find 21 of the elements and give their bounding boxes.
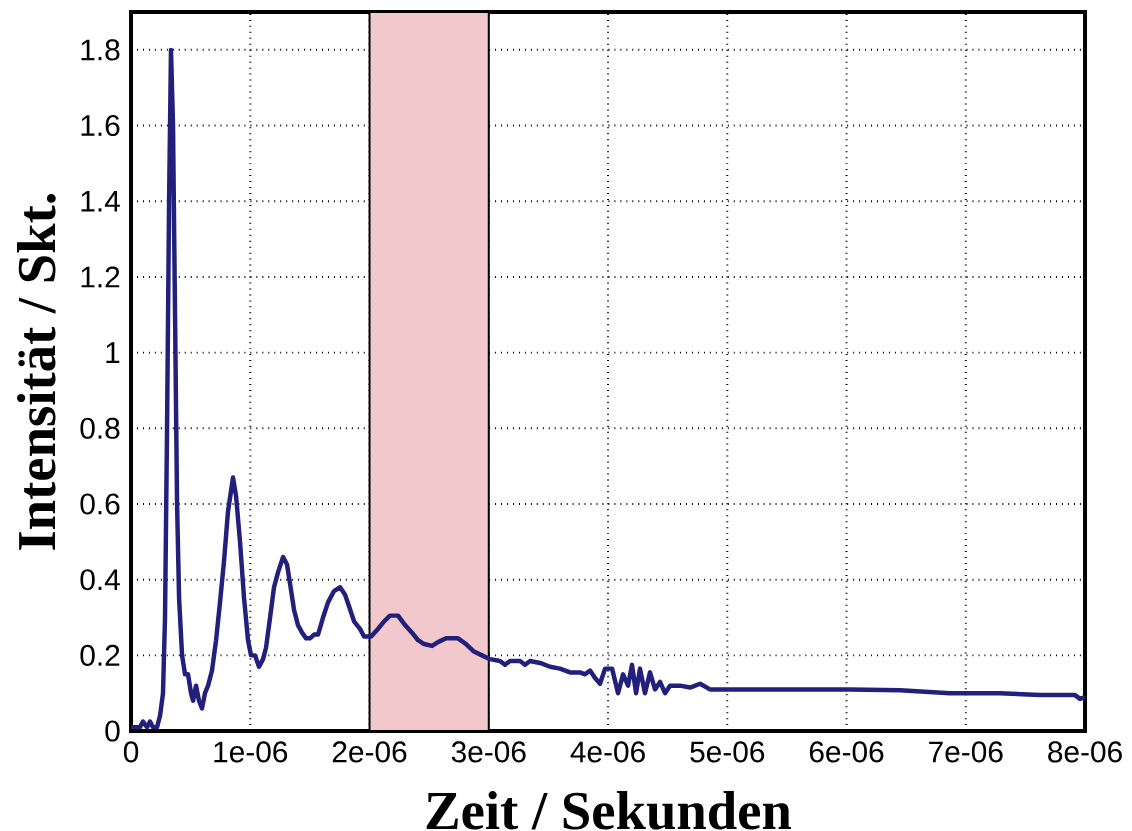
y-tick-label: 1.8 <box>81 39 120 61</box>
y-tick-label: 0.2 <box>80 644 120 666</box>
x-tick-label: 2e-06 <box>332 741 407 763</box>
y-tick-label: 1.2 <box>81 266 120 288</box>
y-tick-label: 0.4 <box>80 569 120 591</box>
x-tick-label: 1e-06 <box>214 741 288 763</box>
y-tick-label: 0 <box>105 720 120 742</box>
y-tick-label: 0.8 <box>80 417 120 439</box>
y-tick-label: 1 <box>106 342 120 363</box>
x-tick-label: 4e-06 <box>570 741 645 763</box>
y-tick-label: 1.4 <box>81 190 120 212</box>
y-axis-title: Intensität / Skt. <box>17 193 56 550</box>
x-tick-label: 8e-06 <box>1048 741 1122 763</box>
x-tick-label: 3e-06 <box>451 741 526 763</box>
y-tick-label: 0.6 <box>80 493 120 515</box>
x-tick-label: 7e-06 <box>929 741 1003 763</box>
y-tick-label: 1.6 <box>81 114 120 137</box>
x-tick-label: 6e-06 <box>809 741 884 763</box>
x-tick-label: 5e-06 <box>690 741 765 763</box>
x-axis-title: Zeit / Sekunden <box>426 790 792 830</box>
x-tick-label: 0 <box>123 741 139 763</box>
